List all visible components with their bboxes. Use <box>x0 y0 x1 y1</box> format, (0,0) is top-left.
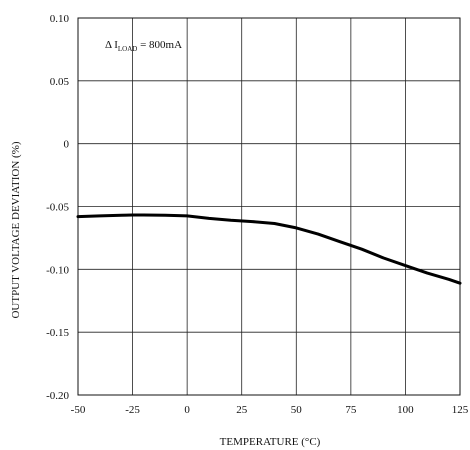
x-tick-label: 75 <box>345 404 357 416</box>
plot-frame <box>77 17 461 396</box>
x-tick-label: 100 <box>397 404 414 416</box>
x-axis-label: TEMPERATURE (°C) <box>220 436 321 448</box>
y-axis-ticks: -0.20 -0.15 -0.10 -0.05 0 0.05 0.10 <box>46 13 69 402</box>
annotation-prefix: Δ I <box>105 39 118 51</box>
y-tick-label: -0.20 <box>46 390 69 402</box>
y-axis-label: OUTPUT VOLTAGE DEVIATION (%) <box>10 141 22 318</box>
y-tick-label: 0.10 <box>50 13 70 25</box>
x-tick-label: 0 <box>184 404 190 416</box>
y-tick-label: -0.15 <box>46 327 69 339</box>
annotation-suffix: = 800mA <box>137 39 182 51</box>
x-tick-label: -50 <box>71 404 86 416</box>
load-annotation: Δ ILOAD = 800mA <box>105 39 182 53</box>
y-tick-label: -0.05 <box>46 202 69 214</box>
x-tick-label: -25 <box>125 404 140 416</box>
annotation-subscript: LOAD <box>118 45 137 53</box>
x-tick-label: 50 <box>291 404 303 416</box>
series-line <box>76 213 462 285</box>
x-tick-label: 25 <box>236 404 248 416</box>
y-tick-label: 0 <box>64 139 70 151</box>
x-tick-label: 125 <box>452 404 469 416</box>
y-tick-label: 0.05 <box>50 76 70 88</box>
x-axis-ticks: -50 -25 0 25 50 75 100 125 <box>71 404 469 416</box>
grid-lines <box>78 18 460 395</box>
y-tick-label: -0.10 <box>46 264 69 276</box>
